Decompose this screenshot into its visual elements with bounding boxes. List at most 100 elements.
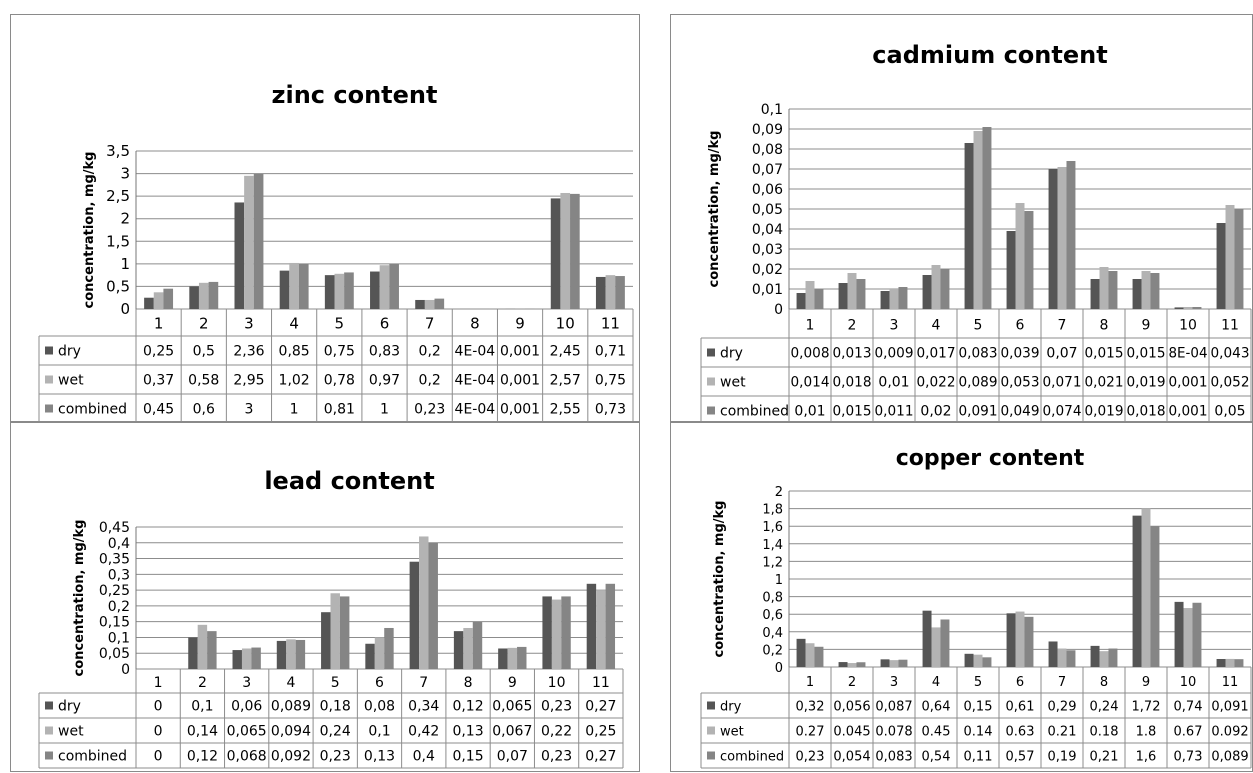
data-label: 0,23 [414,402,445,418]
data-label: 0,052 [1211,375,1250,391]
x-tick-label: 5 [331,675,340,691]
legend-swatch-combined [707,752,715,760]
bar-combined-11 [1234,659,1243,667]
bar-dry-11 [1217,223,1226,309]
legend-swatch-wet [707,727,715,735]
bar-dry-4 [280,271,290,309]
data-label: 0,71 [595,344,626,360]
bar-wet-2 [199,283,209,309]
y-tick-label: 1,8 [762,503,783,518]
x-tick-label: 3 [242,675,251,691]
legend-label-combined: combined [58,402,127,418]
y-tick-label: 0,3 [108,567,130,583]
data-label: 0,54 [922,750,951,765]
legend-label-dry: dry [720,700,742,715]
data-label: 0,34 [408,699,439,715]
x-tick-label: 7 [1058,318,1067,334]
data-label: 0,23 [541,699,572,715]
x-tick-label: 4 [289,315,299,333]
bar-combined-7 [435,299,445,309]
data-label: 0.67 [1174,725,1203,740]
y-tick-label: 0,35 [99,552,130,568]
y-tick-label: 0,5 [106,277,130,295]
data-label: 0 [154,749,163,765]
x-tick-label: 2 [848,318,857,334]
y-tick-label: 0,06 [752,182,783,198]
x-tick-label: 11 [601,315,620,333]
bar-dry-5 [321,612,330,669]
data-label: 0,13 [364,749,395,765]
data-label: 1 [380,402,389,418]
x-tick-label: 11 [1222,675,1239,690]
bar-wet-9 [508,648,517,669]
x-tick-label: 10 [556,315,575,333]
data-label: 0,14 [187,724,218,740]
bar-wet-6 [1016,203,1025,309]
legend-swatch-wet [45,727,53,735]
data-label: 0,083 [959,346,998,362]
data-label: 0,19 [1048,750,1077,765]
y-tick-label: 2 [120,210,130,228]
bar-wet-5 [974,655,983,667]
y-tick-label: 0,04 [752,222,783,238]
y-axis-label: concentration, mg/kg [82,152,97,309]
bar-dry-10 [1175,602,1184,667]
data-label: 0,23 [796,750,825,765]
data-label: 0,087 [875,700,912,715]
bar-wet-5 [331,593,340,669]
bar-combined-7 [428,543,437,669]
x-tick-label: 4 [286,675,295,691]
legend-swatch-dry [707,349,715,357]
data-label: 0,009 [875,346,914,362]
data-label: 1,6 [1136,750,1157,765]
bar-combined-6 [1024,617,1033,667]
y-axis-label: concentration, mg/kg [712,501,727,658]
legend-swatch-combined [707,407,715,415]
data-label: 0,089 [959,375,998,391]
bar-combined-6 [1024,211,1033,309]
x-tick-label: 5 [974,675,982,690]
bar-dry-2 [189,286,199,309]
legend-label-dry: dry [58,699,81,715]
data-label: 0,089 [271,699,311,715]
data-label: 0,043 [1211,346,1250,362]
x-tick-label: 1 [806,318,815,334]
x-tick-label: 1 [154,315,164,333]
bar-combined-9 [1150,526,1159,667]
x-tick-label: 5 [335,315,345,333]
bar-wet-7 [1058,649,1067,667]
x-tick-label: 9 [508,675,517,691]
bar-combined-6 [384,628,393,669]
bar-dry-3 [881,659,890,667]
legend-swatch-combined [45,405,53,413]
data-label: 1.8 [1136,725,1157,740]
bar-wet-2 [848,663,857,667]
y-tick-label: 0,2 [762,643,783,658]
bar-wet-11 [596,590,605,669]
bar-wet-8 [463,628,472,669]
data-label: 0,75 [595,373,626,389]
data-label: 0,001 [500,373,540,389]
x-tick-label: 10 [1179,318,1197,334]
bar-dry-6 [365,644,374,669]
data-label: 0,1 [368,724,390,740]
bar-dry-8 [1091,646,1100,667]
legend-swatch-dry [45,702,53,710]
bar-wet-11 [1226,659,1235,667]
y-tick-label: 1 [120,255,130,273]
x-tick-label: 6 [375,675,384,691]
bar-wet-1 [806,643,815,667]
y-tick-label: 0,4 [108,536,130,552]
y-tick-label: 2,5 [106,187,130,205]
bar-combined-5 [340,596,349,669]
data-label: 0,2 [419,373,441,389]
legend-swatch-wet [707,378,715,386]
data-label: 0,039 [1001,346,1040,362]
bar-dry-6 [1007,613,1016,667]
data-label: 0,73 [1174,750,1203,765]
data-label: 0,053 [1001,375,1040,391]
data-label: 0,015 [1127,346,1166,362]
bar-combined-4 [940,269,949,309]
bar-dry-2 [839,662,848,667]
